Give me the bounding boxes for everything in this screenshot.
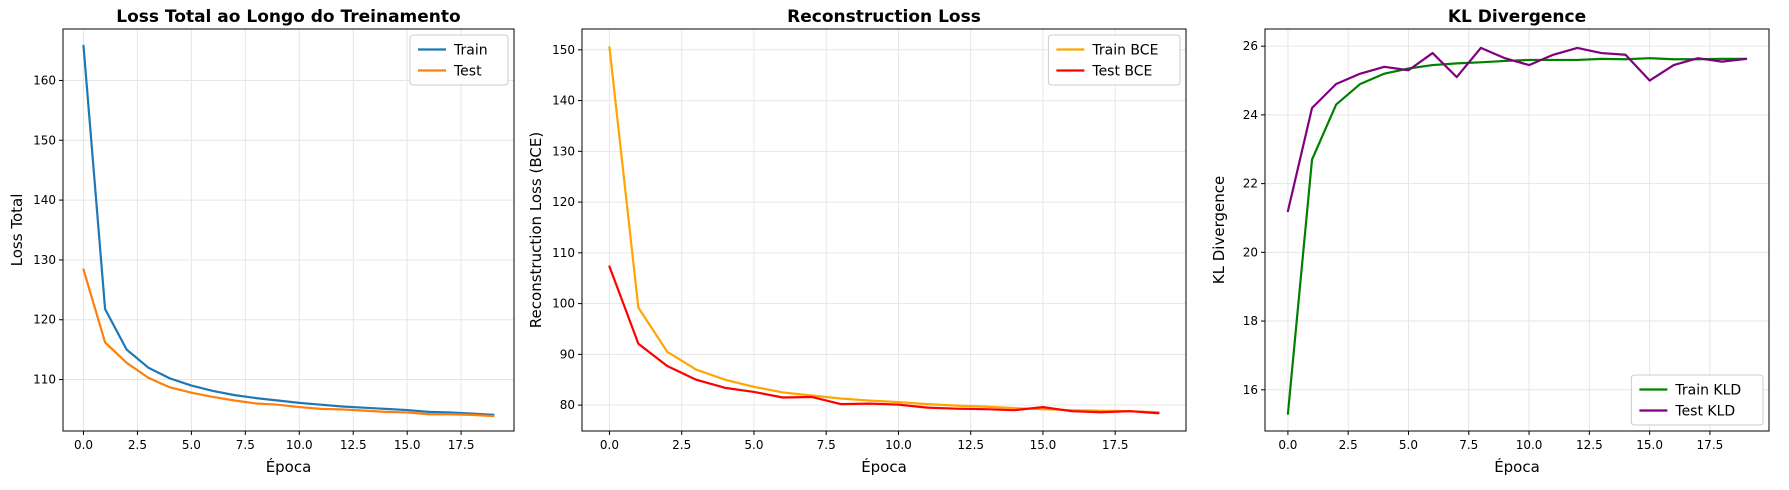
x-tick-label: 10.0 <box>286 438 313 452</box>
y-tick-label: 130 <box>552 144 575 158</box>
y-axis-label: Reconstruction Loss (BCE) <box>527 132 545 328</box>
x-tick-label: 17.5 <box>448 438 475 452</box>
x-axis-label: Época <box>266 457 312 476</box>
y-tick-label: 120 <box>552 195 575 209</box>
y-tick-label: 24 <box>1243 108 1258 122</box>
legend-label: Train <box>453 43 488 59</box>
x-tick-label: 5.0 <box>1399 438 1418 452</box>
chart-panel-3: 0.0 2.5 5.0 7.5 10.0 12.5 15.0 17.5 16 18 20 22 24 26… <box>1210 7 1770 476</box>
legend-label: Train KLD <box>1674 383 1741 399</box>
y-tick-label: 120 <box>33 313 56 327</box>
legend: Train Test <box>409 34 509 86</box>
y-tick-label: 150 <box>552 43 575 57</box>
y-tick-label: 26 <box>1243 39 1258 53</box>
x-tick-label: 17.5 <box>1697 438 1724 452</box>
series-line-test <box>82 268 495 418</box>
y-tick-label: 140 <box>33 193 56 207</box>
y-tick-label: 16 <box>1243 383 1258 397</box>
y-tick-label: 150 <box>33 133 56 147</box>
series-line-test-kld <box>1286 46 1748 213</box>
axes-frame <box>581 28 1187 432</box>
x-axis-label: Época <box>1494 457 1540 476</box>
x-tick-label: 12.5 <box>957 438 984 452</box>
legend-label: Test KLD <box>1674 404 1735 420</box>
x-axis-label: Época <box>861 457 907 476</box>
x-tick-label: 0.0 <box>74 438 93 452</box>
legend-box <box>1047 34 1181 86</box>
x-tick-label: 10.0 <box>885 438 912 452</box>
x-tick-label: 10.0 <box>1516 438 1543 452</box>
x-tick-label: 2.5 <box>128 438 147 452</box>
x-tick-label: 17.5 <box>1102 438 1129 452</box>
legend: Train KLD Test KLD <box>1630 374 1764 426</box>
y-axis-label: Loss Total <box>8 194 26 267</box>
chart-title: Reconstruction Loss <box>787 7 981 27</box>
legend-label: Test BCE <box>1091 64 1152 80</box>
axes-frame <box>62 28 515 432</box>
y-tick-label: 100 <box>552 297 575 311</box>
chart-panel-2: 0.0 2.5 5.0 7.5 10.0 12.5 15.0 17.5 80 90 100 110 12… <box>527 7 1187 476</box>
legend-label: Train BCE <box>1091 43 1158 59</box>
chart-title: KL Divergence <box>1448 7 1586 27</box>
x-tick-label: 12.5 <box>1576 438 1603 452</box>
x-tick-label: 7.5 <box>236 438 255 452</box>
x-tick-label: 12.5 <box>340 438 367 452</box>
y-tick-label: 90 <box>560 347 575 361</box>
y-tick-label: 160 <box>33 73 56 87</box>
x-tick-label: 2.5 <box>672 438 691 452</box>
x-tick-label: 0.0 <box>1278 438 1297 452</box>
x-tick-label: 0.0 <box>600 438 619 452</box>
x-tick-label: 15.0 <box>1636 438 1663 452</box>
legend: Train BCE Test BCE <box>1047 34 1181 86</box>
chart-title: Loss Total ao Longo do Treinamento <box>116 7 460 27</box>
y-tick-label: 130 <box>33 253 56 267</box>
y-tick-label: 20 <box>1243 245 1258 259</box>
y-tick-label: 22 <box>1243 177 1258 191</box>
legend-label: Test <box>453 64 482 80</box>
x-tick-label: 15.0 <box>1030 438 1057 452</box>
legend-box <box>1630 374 1764 426</box>
series-line-train <box>82 44 495 416</box>
series-line-train-kld <box>1286 57 1748 415</box>
x-tick-label: 15.0 <box>394 438 421 452</box>
y-tick-label: 140 <box>552 94 575 108</box>
axes-frame <box>1264 28 1770 432</box>
chart-panel-1: 0.0 2.5 5.0 7.5 10.0 12.5 15.0 17.5 110 120 130 140… <box>8 7 515 476</box>
series-line-test-bce <box>608 265 1160 415</box>
x-tick-label: 7.5 <box>817 438 836 452</box>
y-tick-label: 18 <box>1243 314 1258 328</box>
y-tick-label: 110 <box>552 246 575 260</box>
x-tick-label: 2.5 <box>1339 438 1358 452</box>
legend-box <box>409 34 509 86</box>
x-tick-label: 5.0 <box>182 438 201 452</box>
y-tick-label: 80 <box>560 398 575 412</box>
y-axis-label: KL Divergence <box>1210 176 1228 284</box>
y-tick-label: 110 <box>33 373 56 387</box>
series-line-train-bce <box>608 46 1160 414</box>
x-tick-label: 7.5 <box>1459 438 1478 452</box>
x-tick-label: 5.0 <box>744 438 763 452</box>
